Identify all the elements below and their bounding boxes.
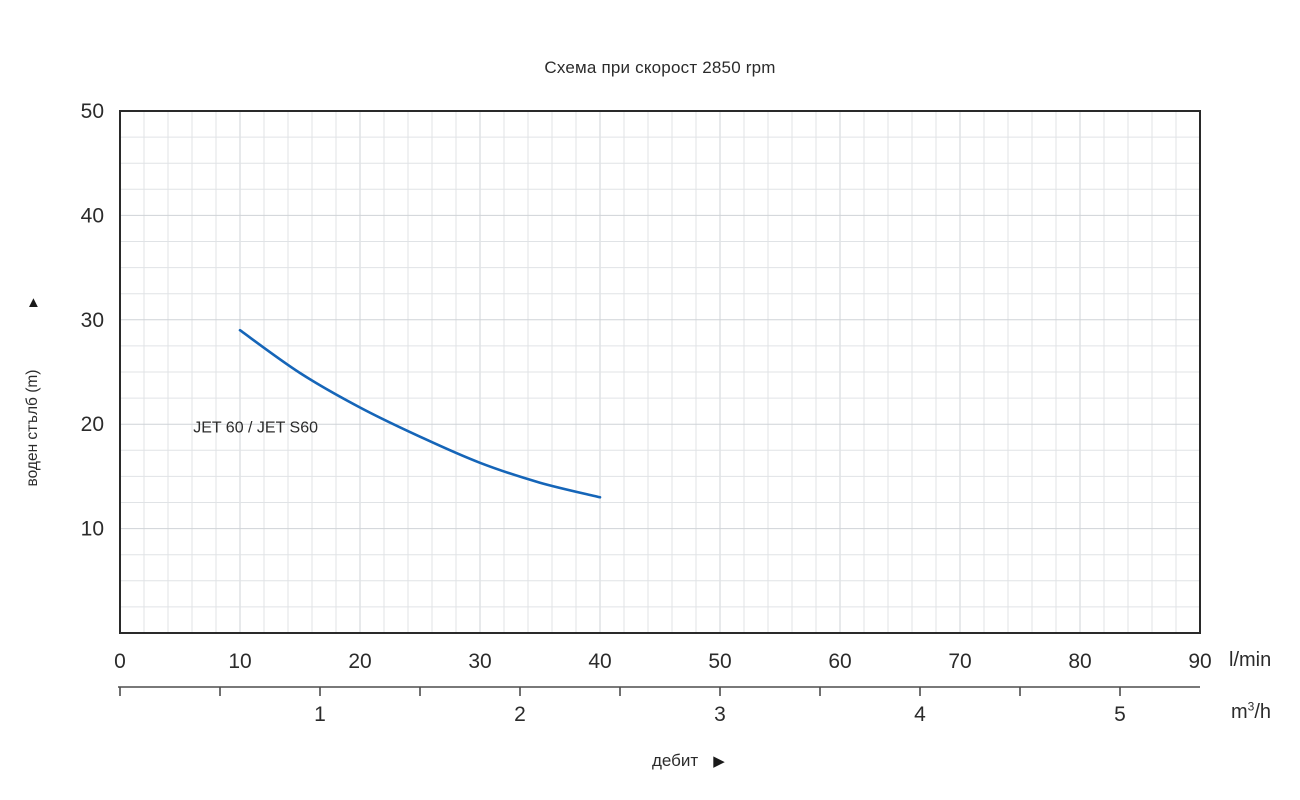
pump-curve [238,328,602,499]
secondary-x-tick-label: 5 [1114,703,1126,726]
unit-m3h-rest: /h [1254,701,1272,723]
y-tick-label: 30 [81,309,104,332]
secondary-x-axis: 1 2 3 4 5 [118,686,1200,726]
y-axis-tick-labels: 10 20 30 40 50 [81,100,104,541]
y-tick-label: 20 [81,413,104,436]
x-tick-label: 70 [948,650,971,673]
x-tick-label: 50 [708,650,731,673]
x-tick-label: 10 [228,650,251,673]
x-axis-tick-labels: 0 10 20 30 40 50 60 70 80 90 [114,650,1212,673]
y-tick-label: 40 [81,204,104,227]
x-tick-label: 90 [1188,650,1211,673]
x-tick-label: 30 [468,650,491,673]
secondary-x-tick-label: 4 [914,703,926,726]
y-tick-label: 50 [81,100,104,123]
x-tick-label: 0 [114,650,126,673]
plot-border [119,110,1201,634]
x-tick-label: 60 [828,650,851,673]
arrow-right-icon: ▶ [713,752,725,770]
curve-label: JET 60 / JET S60 [193,420,318,437]
unit-m3h-sup: 3 [1247,699,1255,714]
x-tick-label: 40 [588,650,611,673]
secondary-x-tick-label: 3 [714,703,726,726]
y-axis-label: воден стълб (m) [24,369,41,487]
secondary-x-tick-label: 1 [314,703,326,726]
x-axis-unit-m3h: m3/h [1231,699,1272,724]
chart-title: Схема при скорост 2850 rpm [544,58,776,77]
x-axis-unit-lmin: l/min [1229,649,1272,671]
y-tick-label: 10 [81,518,104,541]
arrow-up-icon: ▲ [26,294,41,311]
secondary-x-tick-label: 2 [514,703,526,726]
flow-label-text: дебит [652,751,699,770]
x-tick-label: 20 [348,650,371,673]
x-axis-title: дебит ▶ [652,751,725,771]
x-tick-label: 80 [1068,650,1091,673]
unit-m3h-base: m [1231,701,1248,723]
grid-lines [120,111,1200,633]
